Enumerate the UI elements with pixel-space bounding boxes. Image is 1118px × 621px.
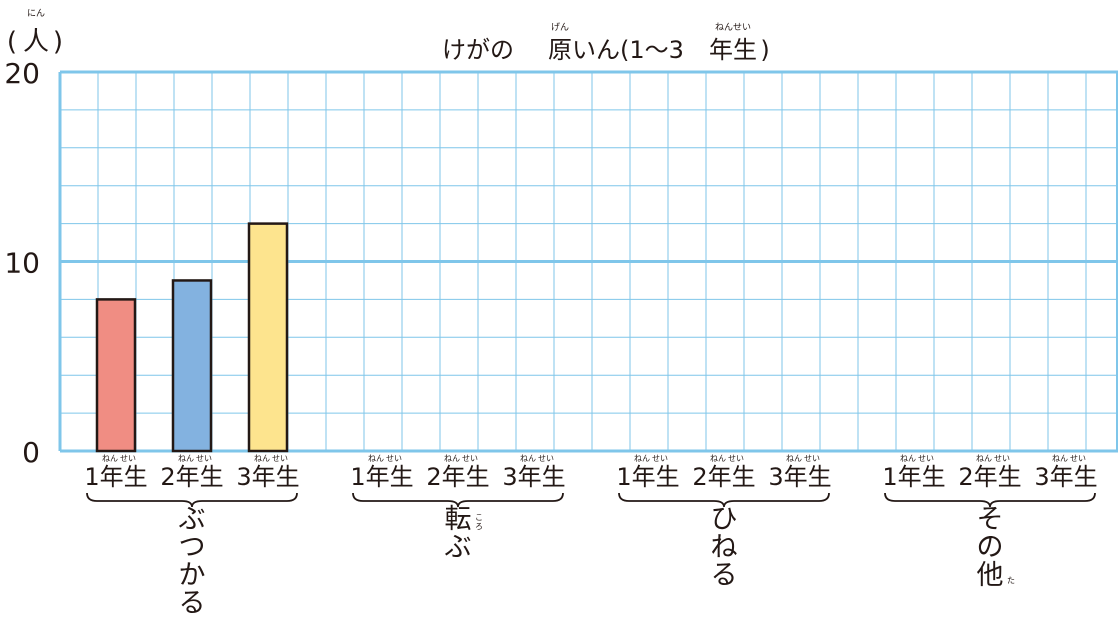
chart-title-rest: いん(1〜3 — [572, 36, 684, 64]
y-tick-label: 0 — [22, 436, 40, 469]
x-tick-ruby: ねん — [786, 454, 802, 463]
chart-grid — [58, 70, 1118, 453]
x-tick-ruby: せい — [462, 454, 478, 463]
x-tick-ruby: ねん — [1052, 454, 1068, 463]
x-tick-label: 3年生 — [768, 463, 831, 491]
x-tick-ruby: せい — [728, 454, 744, 463]
group-label-char: ぶ — [179, 504, 206, 535]
group-label-char: 転 — [445, 504, 472, 535]
group-label-ruby: こ — [475, 513, 483, 522]
y-tick-label: 20 — [4, 57, 40, 90]
x-tick-ruby: ねん — [444, 454, 460, 463]
x-tick-label: 2年生 — [160, 463, 223, 491]
x-tick-label: 3年生 — [1034, 463, 1097, 491]
x-tick-ruby: せい — [918, 454, 934, 463]
x-tick-label: 2年生 — [426, 463, 489, 491]
x-tick-ruby: ねん — [900, 454, 916, 463]
group-label-char: ね — [711, 532, 738, 563]
group-brace — [352, 492, 564, 508]
group-label-char: る — [179, 588, 206, 619]
group-brace — [86, 492, 298, 508]
chart-title-kanji: 原 — [548, 36, 572, 64]
x-tick-ruby: せい — [196, 454, 212, 463]
y-unit-label: 人 — [23, 27, 49, 57]
y-unit-paren-close: ) — [53, 27, 63, 57]
x-tick-ruby: ねん — [102, 454, 118, 463]
group-brace — [618, 492, 830, 508]
y-tick-label: 10 — [4, 247, 40, 280]
x-tick-ruby: せい — [386, 454, 402, 463]
chart-title-grade-ruby: ねんせい — [715, 22, 751, 33]
x-tick-ruby: ねん — [976, 454, 992, 463]
group-label-char: か — [179, 560, 206, 591]
chart-title-grade: 年生 — [709, 36, 757, 64]
x-tick-label: 1年生 — [350, 463, 413, 491]
x-tick-ruby: ねん — [368, 454, 384, 463]
x-tick-ruby: ねん — [254, 454, 270, 463]
group-label-char: る — [711, 560, 738, 591]
x-tick-ruby: ねん — [520, 454, 536, 463]
x-tick-ruby: せい — [652, 454, 668, 463]
x-tick-ruby: せい — [1070, 454, 1086, 463]
x-tick-ruby: せい — [804, 454, 820, 463]
bar — [247, 222, 289, 453]
chart-title-close: ) — [760, 36, 769, 64]
x-tick-label: 2年生 — [958, 463, 1021, 491]
x-tick-ruby: ねん — [634, 454, 650, 463]
bar — [171, 279, 213, 453]
group-label-ruby: ろ — [475, 522, 483, 531]
x-tick-ruby: せい — [272, 454, 288, 463]
group-label-char: 他 — [977, 560, 1004, 591]
group-label-char: の — [977, 532, 1004, 563]
x-tick-ruby: ねん — [178, 454, 194, 463]
x-tick-ruby: せい — [538, 454, 554, 463]
x-tick-ruby: ねん — [710, 454, 726, 463]
chart-title-prefix: けがの — [442, 36, 514, 64]
group-label-char: そ — [977, 504, 1004, 535]
group-label-char: つ — [179, 532, 206, 563]
chart-title-kanji-ruby: げん — [551, 22, 569, 33]
chart-bars — [95, 222, 289, 453]
x-tick-label: 1年生 — [616, 463, 679, 491]
x-tick-label: 1年生 — [882, 463, 945, 491]
group-label-char: ひ — [711, 504, 738, 535]
x-tick-label: 1年生 — [84, 463, 147, 491]
group-label-ruby: た — [1007, 576, 1015, 585]
x-tick-ruby: せい — [994, 454, 1010, 463]
y-unit-ruby: にん — [27, 8, 45, 19]
group-brace — [884, 492, 1096, 508]
x-tick-label: 3年生 — [236, 463, 299, 491]
x-tick-label: 3年生 — [502, 463, 565, 491]
bar — [95, 298, 137, 453]
x-tick-ruby: せい — [120, 454, 136, 463]
group-label-char: ぶ — [445, 532, 472, 563]
y-unit-paren-open: ( — [7, 27, 17, 57]
x-tick-label: 2年生 — [692, 463, 755, 491]
